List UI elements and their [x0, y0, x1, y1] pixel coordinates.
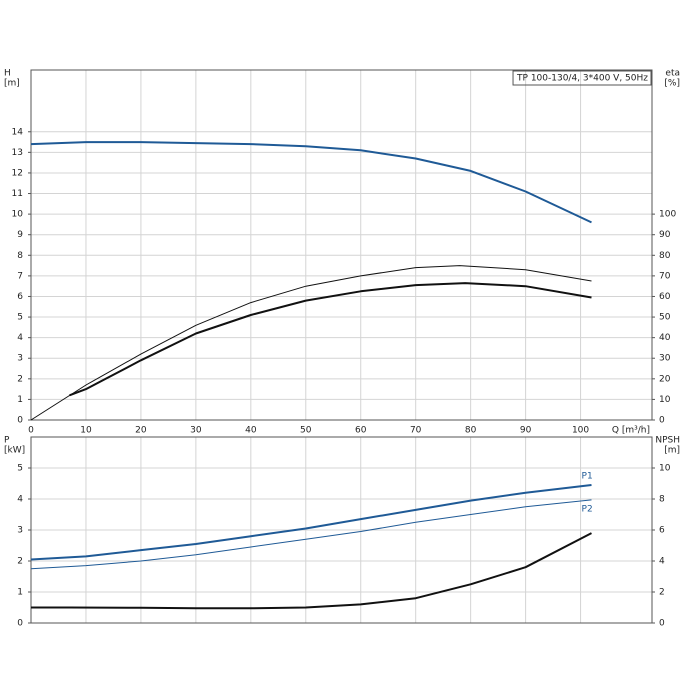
y2-tick-label: 80: [659, 251, 671, 261]
y2-axis-label: eta: [665, 69, 680, 79]
curve: [30, 141, 592, 224]
y2-tick-label: 0: [659, 619, 665, 629]
y-tick-label: 1: [17, 588, 23, 598]
y-tick-label: 3: [17, 526, 23, 536]
y-axis-label: H: [4, 69, 11, 79]
curve: [30, 265, 592, 421]
y2-axis-label: [m]: [664, 446, 680, 456]
series-label: P2: [582, 504, 593, 514]
y2-tick-label: 100: [659, 210, 676, 220]
curve: [31, 532, 592, 610]
y-tick-label: 4: [17, 495, 23, 505]
x-tick-label: 100: [572, 426, 589, 436]
y2-tick-label: 90: [659, 230, 671, 240]
y2-tick-label: 6: [659, 526, 665, 536]
y-tick-label: 9: [17, 230, 23, 240]
x-tick-label: 40: [245, 426, 257, 436]
y-tick-label: 6: [17, 292, 23, 302]
x-tick-label: 10: [80, 426, 92, 436]
y2-tick-label: 60: [659, 292, 671, 302]
y-axis-label: [kW]: [4, 446, 25, 456]
legend-text: TP 100-130/4, 3*400 V, 50Hz: [516, 74, 648, 84]
y2-tick-label: 10: [659, 395, 671, 405]
y2-tick-label: 20: [659, 374, 671, 384]
y-tick-label: 10: [12, 210, 24, 220]
y2-tick-label: 0: [659, 416, 665, 426]
y-tick-label: 11: [12, 189, 23, 199]
y2-tick-label: 10: [659, 464, 671, 474]
y2-tick-label: 2: [659, 588, 665, 598]
y-tick-label: 2: [17, 374, 23, 384]
y-tick-label: 8: [17, 251, 23, 261]
y-tick-label: 2: [17, 557, 23, 567]
y2-tick-label: 50: [659, 313, 671, 323]
y2-tick-label: 30: [659, 354, 671, 364]
curve: [69, 282, 592, 397]
x-tick-label: 90: [520, 426, 532, 436]
y-tick-label: 5: [17, 464, 23, 474]
y2-tick-label: 70: [659, 271, 671, 281]
y-tick-label: 13: [12, 148, 23, 158]
curve: [30, 499, 592, 570]
y-tick-label: 4: [17, 333, 23, 343]
y-tick-label: 14: [12, 127, 24, 137]
plot-frame: [30, 69, 653, 421]
x-tick-label: 50: [300, 426, 312, 436]
y-tick-label: 12: [12, 168, 23, 178]
y-tick-label: 3: [17, 354, 23, 364]
y-tick-label: 1: [17, 395, 23, 405]
curve: [30, 484, 592, 561]
x-tick-label: 30: [190, 426, 202, 436]
x-axis-label: Q [m³/h]: [612, 426, 650, 436]
series-label: P1: [582, 472, 593, 482]
plot-frame: [30, 436, 653, 624]
y-axis-label: P: [4, 436, 10, 446]
y-tick-label: 7: [17, 271, 23, 281]
x-tick-label: 80: [465, 426, 477, 436]
y2-axis-label: NPSH: [655, 436, 680, 446]
y2-tick-label: 8: [659, 495, 665, 505]
y-axis-label: [m]: [4, 79, 20, 89]
y2-axis-label: [%]: [664, 79, 680, 89]
y-tick-label: 5: [17, 313, 23, 323]
legend-box: [512, 70, 652, 86]
y-tick-label: 0: [17, 619, 23, 629]
x-tick-label: 60: [355, 426, 367, 436]
x-tick-label: 0: [28, 426, 34, 436]
y2-tick-label: 40: [659, 333, 671, 343]
y-tick-label: 0: [17, 416, 23, 426]
x-tick-label: 70: [410, 426, 422, 436]
y2-tick-label: 4: [659, 557, 665, 567]
x-tick-label: 20: [135, 426, 147, 436]
